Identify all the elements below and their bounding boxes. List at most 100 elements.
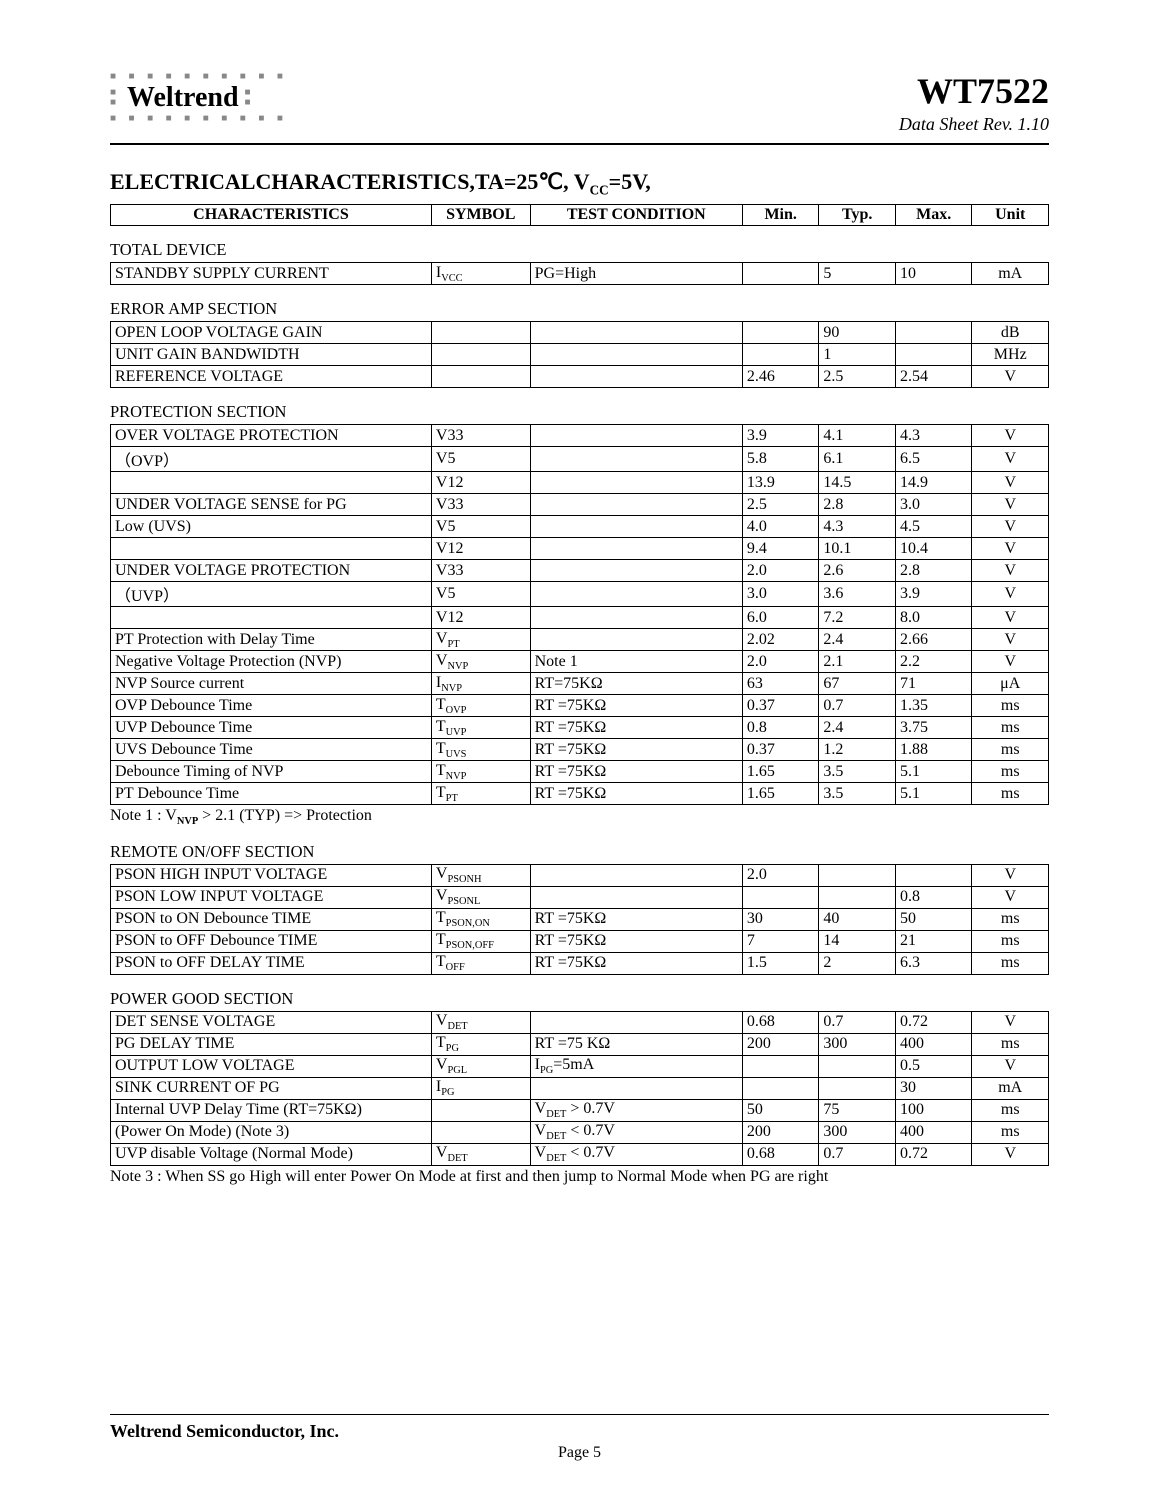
cell-symbol — [431, 344, 530, 366]
header-rule — [110, 143, 1049, 145]
cell-typ: 3.6 — [819, 582, 896, 607]
table-row: OVP Debounce TimeTOVPRT =75KΩ0.370.71.35… — [111, 695, 1049, 717]
logo-dots-left: ■■ — [110, 88, 121, 108]
cell-symbol: VDET — [431, 1143, 530, 1165]
cell-max: 8.0 — [895, 607, 972, 629]
cell-typ: 6.1 — [819, 447, 896, 472]
cell-characteristic: PT Debounce Time — [111, 783, 432, 805]
cell-typ: 75 — [819, 1099, 896, 1121]
cell-characteristic: PSON LOW INPUT VOLTAGE — [111, 886, 432, 908]
cell-max: 2.2 — [895, 651, 972, 673]
cell-symbol: V12 — [431, 538, 530, 560]
cell-condition — [530, 322, 742, 344]
cell-min: 2.02 — [742, 629, 819, 651]
cell-min: 7 — [742, 930, 819, 952]
table-row: (Power On Mode) (Note 3)VDET < 0.7V20030… — [111, 1121, 1049, 1143]
cell-characteristic: PT Protection with Delay Time — [111, 629, 432, 651]
cell-max: 400 — [895, 1033, 972, 1055]
cell-unit: ms — [972, 1099, 1049, 1121]
cell-typ: 2.4 — [819, 717, 896, 739]
cell-max: 0.72 — [895, 1011, 972, 1033]
col-symbol: SYMBOL — [431, 205, 530, 226]
table-row: UVS Debounce TimeTUVSRT =75KΩ0.371.21.88… — [111, 739, 1049, 761]
cell-symbol: V5 — [431, 516, 530, 538]
cell-max: 4.3 — [895, 425, 972, 447]
cell-symbol: V33 — [431, 494, 530, 516]
cell-condition — [530, 864, 742, 886]
cell-typ: 300 — [819, 1033, 896, 1055]
cell-min: 30 — [742, 908, 819, 930]
cell-typ: 5 — [819, 263, 896, 285]
table-row: V126.07.28.0V — [111, 607, 1049, 629]
cell-min: 9.4 — [742, 538, 819, 560]
cell-max: 2.8 — [895, 560, 972, 582]
cell-unit: V — [972, 472, 1049, 494]
page-title: ELECTRICALCHARACTERISTICS,TA=25℃, VCC=5V… — [110, 169, 1049, 198]
cell-characteristic: (Power On Mode) (Note 3) — [111, 1121, 432, 1143]
cell-condition — [530, 366, 742, 388]
cell-symbol: VPSONH — [431, 864, 530, 886]
cell-characteristic — [111, 607, 432, 629]
cell-condition: Note 1 — [530, 651, 742, 673]
cell-typ: 10.1 — [819, 538, 896, 560]
cell-symbol: TUVS — [431, 739, 530, 761]
table-row: STANDBY SUPPLY CURRENTIVCCPG=High510mA — [111, 263, 1049, 285]
title-tail: =5V, — [609, 169, 651, 194]
cell-characteristic: UNDER VOLTAGE SENSE for PG — [111, 494, 432, 516]
cell-symbol: TUVP — [431, 717, 530, 739]
table-row: V12 9.410.110.4V — [111, 538, 1049, 560]
cell-unit: ms — [972, 1121, 1049, 1143]
table-row: DET SENSE VOLTAGEVDET0.680.70.72V — [111, 1011, 1049, 1033]
cell-characteristic: UNDER VOLTAGE PROTECTION — [111, 560, 432, 582]
cell-unit: ms — [972, 1033, 1049, 1055]
cell-typ: 2.5 — [819, 366, 896, 388]
cell-typ: 3.5 — [819, 761, 896, 783]
cell-condition — [530, 344, 742, 366]
cell-characteristic: OVER VOLTAGE PROTECTION — [111, 425, 432, 447]
note-1: Note 1 : VNVP > 2.1 (TYP) => Protection — [110, 807, 1049, 827]
cell-condition — [530, 886, 742, 908]
cell-condition — [530, 607, 742, 629]
table-row: PSON LOW INPUT VOLTAGEVPSONL0.8V — [111, 886, 1049, 908]
cell-min: 2.0 — [742, 651, 819, 673]
cell-max: 71 — [895, 673, 972, 695]
cell-max: 0.5 — [895, 1055, 972, 1077]
cell-symbol: TOFF — [431, 952, 530, 974]
cell-max: 30 — [895, 1077, 972, 1099]
table-row: OVER VOLTAGE PROTECTIONV333.94.14.3V — [111, 425, 1049, 447]
cell-symbol: VDET — [431, 1011, 530, 1033]
cell-max: 6.3 — [895, 952, 972, 974]
cell-unit: dB — [972, 322, 1049, 344]
cell-condition — [530, 1077, 742, 1099]
cell-condition: RT =75KΩ — [530, 952, 742, 974]
footer-rule — [110, 1414, 1049, 1415]
cell-unit: ms — [972, 739, 1049, 761]
cell-min: 5.8 — [742, 447, 819, 472]
cell-typ — [819, 886, 896, 908]
logo-dots-top: ■ ■ ■ ■ ■ ■ ■ ■ ■ ■ — [110, 72, 288, 82]
cell-max: 2.66 — [895, 629, 972, 651]
cell-symbol: TNVP — [431, 761, 530, 783]
col-min: Min. — [742, 205, 819, 226]
cell-max: 0.72 — [895, 1143, 972, 1165]
cell-max: 50 — [895, 908, 972, 930]
cell-unit: ms — [972, 717, 1049, 739]
cell-condition — [530, 560, 742, 582]
cell-condition: RT =75KΩ — [530, 761, 742, 783]
cell-characteristic: PG DELAY TIME — [111, 1033, 432, 1055]
cell-symbol — [431, 366, 530, 388]
data-table: OVER VOLTAGE PROTECTIONV333.94.14.3V（OVP… — [110, 424, 1049, 805]
cell-max: 5.1 — [895, 761, 972, 783]
table-row: PT Debounce TimeTPTRT =75KΩ1.653.55.1ms — [111, 783, 1049, 805]
cell-typ: 40 — [819, 908, 896, 930]
table-row: PT Protection with Delay TimeVPT2.022.42… — [111, 629, 1049, 651]
cell-condition: RT =75KΩ — [530, 739, 742, 761]
revision: Data Sheet Rev. 1.10 — [899, 114, 1049, 135]
cell-min: 3.0 — [742, 582, 819, 607]
cell-max: 10.4 — [895, 538, 972, 560]
cell-typ — [819, 1077, 896, 1099]
cell-characteristic: OUTPUT LOW VOLTAGE — [111, 1055, 432, 1077]
page-footer: Weltrend Semiconductor, Inc. Page 5 — [110, 1414, 1049, 1462]
section-label: PROTECTION SECTION — [110, 402, 1049, 422]
cell-unit: V — [972, 538, 1049, 560]
